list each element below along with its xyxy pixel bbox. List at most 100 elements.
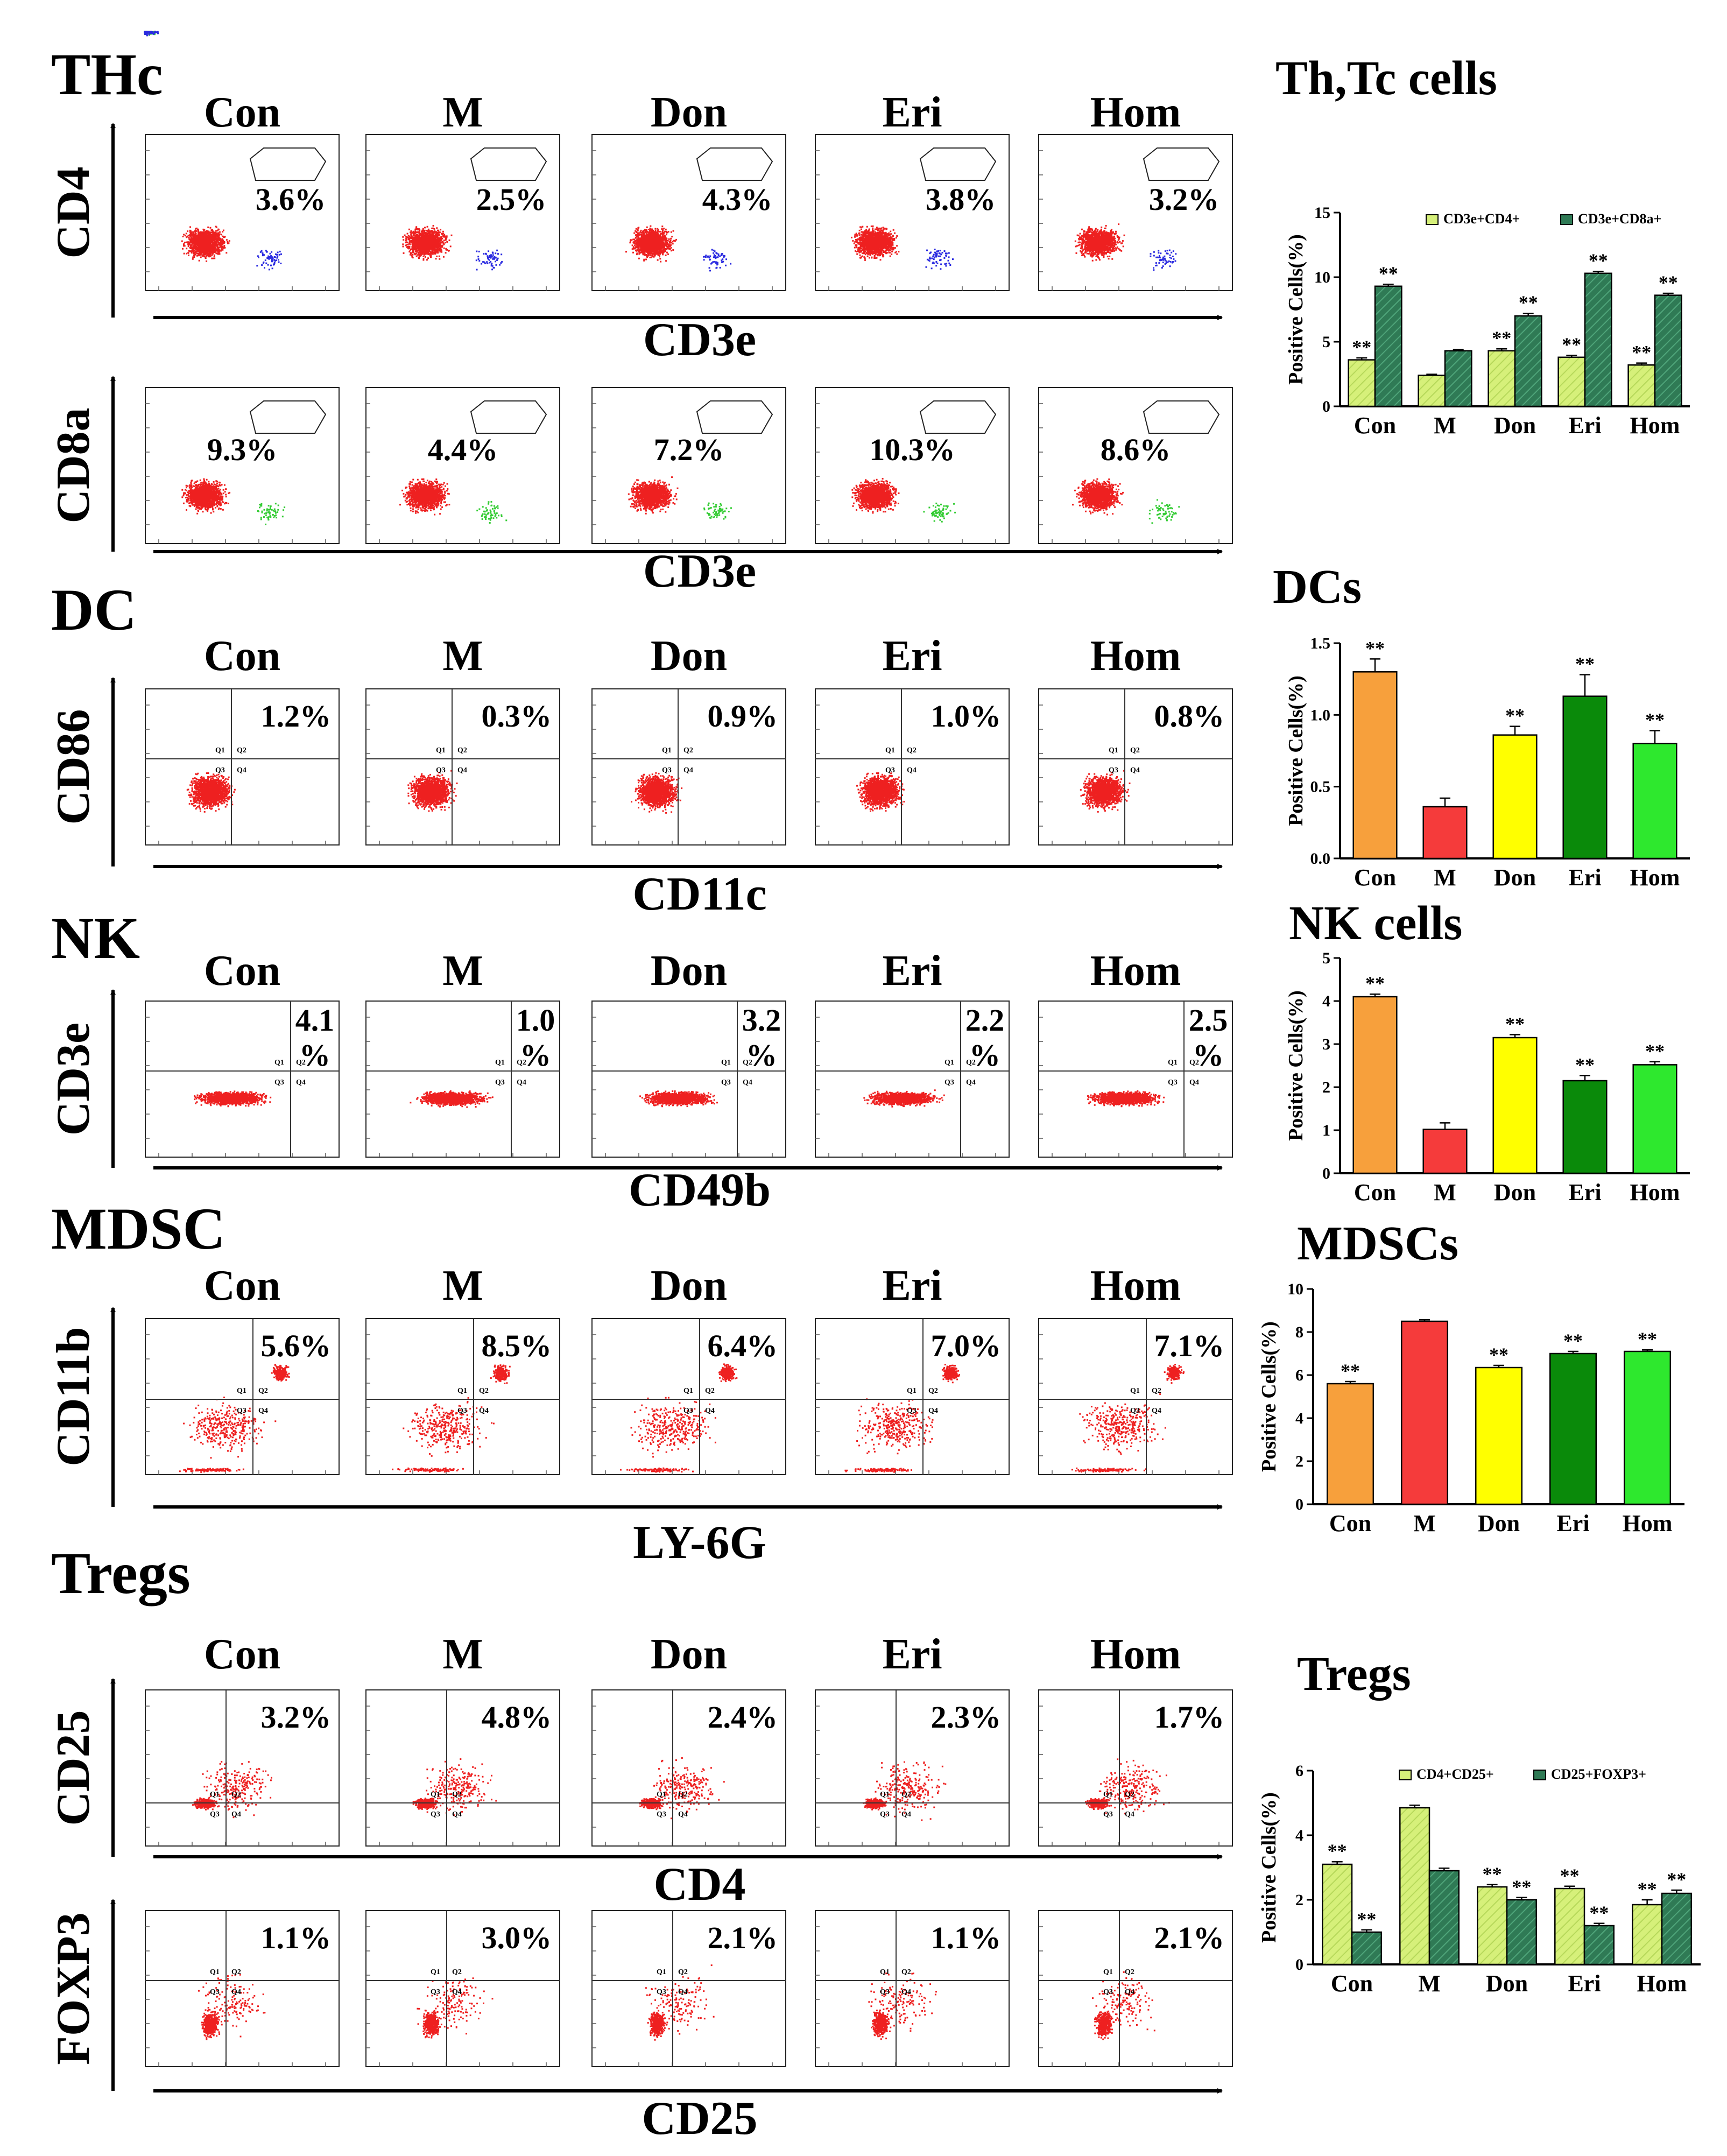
- bar-hom-s2: [1654, 294, 1682, 407]
- quadrant-label: Q4: [452, 1810, 462, 1819]
- quadrant-label: Q2: [517, 1059, 526, 1067]
- plot-frame: [365, 1318, 560, 1475]
- quadrant-label: Q3: [436, 766, 446, 774]
- quadrant-label: Q1: [721, 1059, 731, 1067]
- quadrant-label: Q2: [296, 1059, 306, 1067]
- bar-don-s1: [1477, 1886, 1508, 1965]
- bar-con-s1: [1348, 359, 1376, 407]
- quadrant-label: Q1: [457, 1387, 467, 1395]
- quadrant-label: Q4: [296, 1079, 306, 1087]
- plot-frame: [815, 1689, 1010, 1847]
- scatter-points: [645, 1964, 715, 2035]
- x-tick-label: Con: [1354, 1179, 1396, 1206]
- quadrant-label: Q3: [885, 766, 895, 774]
- scatter-points: [653, 1757, 725, 1820]
- quadrant-label: Q3: [662, 766, 672, 774]
- significance-marker: **: [1589, 250, 1608, 271]
- flow-plot-dc-m: Q1 Q2 Q3 Q4 0.3%: [365, 688, 560, 846]
- group-label: Eri: [882, 1631, 942, 1678]
- significance-marker: **: [1645, 709, 1665, 731]
- quadrant-label: Q3: [431, 1988, 440, 1996]
- x-tick-label: Con: [1329, 1510, 1371, 1537]
- percentage-label: 3.2%: [1149, 182, 1220, 217]
- group-label: M: [442, 632, 483, 680]
- bar-don: [1492, 734, 1538, 859]
- scatter-points: [402, 225, 453, 261]
- y-axis-label: CD3e: [47, 1023, 100, 1136]
- plot-frame: [591, 688, 786, 846]
- y-tick-label: 2: [1295, 1891, 1303, 1909]
- flow-plot-mdsc-m: Q1 Q2 Q3 Q4 8.5%: [365, 1318, 560, 1475]
- x-tick-label: Eri: [1568, 412, 1601, 439]
- quadrant-label: Q4: [705, 1407, 715, 1415]
- plot-frame: [365, 387, 560, 544]
- y-tick-label: 0.5: [1310, 778, 1331, 796]
- scatter-points: [183, 1397, 277, 1459]
- quadrant-label: Q4: [231, 1810, 241, 1819]
- flow-plot-thc-eri: 10.3%: [144, 31, 1010, 544]
- group-label: M: [442, 1262, 483, 1309]
- group-label: Con: [204, 1631, 280, 1678]
- quadrant-label: Q2: [907, 746, 917, 755]
- gate-polygon: [470, 147, 547, 181]
- plot-frame: [145, 688, 340, 846]
- group-label: Con: [204, 89, 280, 136]
- percentage-label: 3.6%: [256, 182, 326, 217]
- flow-plot-thc-don: 7.2%: [144, 31, 786, 544]
- quadrant-label: Q3: [907, 1407, 917, 1415]
- quadrant-label: Q1: [237, 1387, 246, 1395]
- plot-frame: [815, 134, 1010, 291]
- quadrant-label: Q3: [944, 1079, 954, 1087]
- bar-con: [1352, 996, 1398, 1174]
- scatter-points: [257, 503, 286, 525]
- chart-title: Tregs: [1297, 1647, 1411, 1701]
- gate-polygon: [919, 400, 997, 434]
- plot-frame: [1038, 134, 1233, 291]
- percentage-label: 1.1%: [261, 1920, 332, 1955]
- quadrant-label: Q2: [258, 1387, 268, 1395]
- flow-plot-tregs-don: Q1 Q2 Q3 Q4 2.4%: [591, 1689, 786, 1847]
- plot-frame: [815, 688, 1010, 846]
- quadrant-label: Q4: [743, 1079, 752, 1087]
- percentage-label: 2.2: [965, 1003, 1005, 1038]
- y-axis-label: CD11b: [47, 1327, 100, 1466]
- plot-frame: [1038, 1689, 1233, 1847]
- plot-frame: [1038, 1318, 1233, 1475]
- flow-plot-thc-hom: 8.6%: [144, 31, 1233, 544]
- quadrant-label: Q4: [678, 1810, 688, 1819]
- percentage-label: 8.6%: [1101, 432, 1171, 467]
- scatter-points: [181, 226, 230, 262]
- quadrant-label: Q3: [657, 1988, 666, 1996]
- quadrant-label: Q3: [457, 1407, 467, 1415]
- percentage-label: 2.1%: [1154, 1920, 1225, 1955]
- plot-frame: [145, 1910, 340, 2067]
- significance-marker: **: [1632, 342, 1651, 363]
- flow-plot-nk-hom: Q1 Q2 Q3 Q4 2.5%: [1038, 1001, 1233, 1158]
- y-tick-label: 4: [1322, 992, 1330, 1010]
- flow-row-thc-cd4: THc Con M Don Eri Hom CD4 CD3e 3.6% 2.5% 4.3% 3.8% 3…: [47, 31, 1233, 366]
- percentage-label: 1.1%: [931, 1920, 1002, 1955]
- quadrant-label: Q1: [880, 1791, 890, 1799]
- scatter-points: [647, 2010, 668, 2041]
- significance-marker: **: [1365, 973, 1385, 994]
- y-axis-label: CD4: [47, 166, 100, 258]
- bar-m: [1422, 806, 1468, 859]
- bar-don: [1475, 1366, 1523, 1505]
- plot-frame: [145, 1689, 340, 1847]
- plot-frame: [815, 387, 1010, 544]
- scatter-points: [1080, 770, 1131, 813]
- quadrant-label: Q1: [662, 746, 672, 755]
- x-axis-label: CD4: [653, 1858, 745, 1911]
- legend-swatch: [1399, 1770, 1412, 1780]
- bar-chart-1: Th,Tc cells 0 5 10 15 Positive Cells(%) Con ** *…: [1275, 52, 1690, 439]
- scatter-points: [198, 1974, 266, 2038]
- chart-title: NK cells: [1289, 897, 1462, 950]
- quadrant-label: Q1: [683, 1387, 693, 1395]
- plot-frame: [591, 387, 786, 544]
- legend-entry: CD3e+CD8a+: [1578, 211, 1661, 227]
- group-label: Hom: [1090, 89, 1181, 136]
- flow-plot-thc-eri: 3.8%: [144, 31, 1010, 291]
- x-tick-label: Hom: [1637, 1970, 1687, 1997]
